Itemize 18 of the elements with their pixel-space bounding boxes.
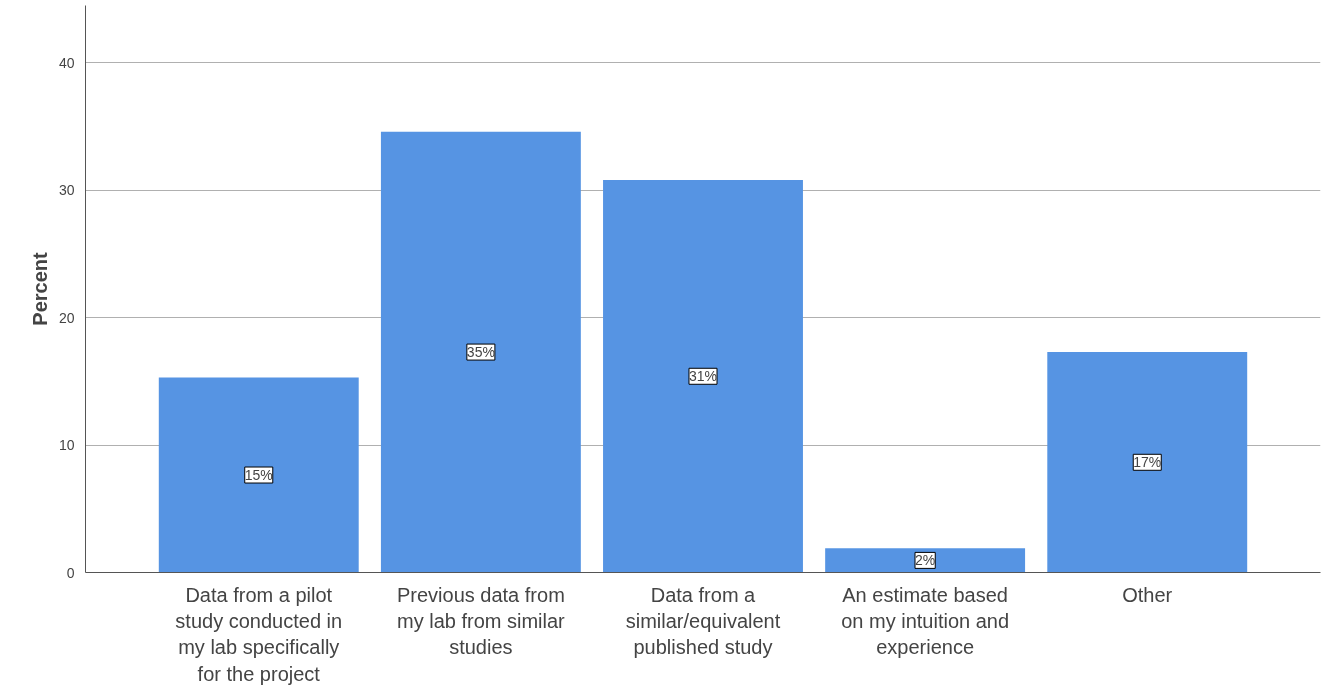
x-tick-label: An estimate based on my intuition and experience: [841, 583, 1010, 659]
y-tick-label: 20: [58, 309, 75, 326]
bar: [380, 131, 581, 573]
y-tick-label: 10: [58, 437, 75, 454]
data-label: 17%: [1133, 454, 1162, 471]
bar: [825, 548, 1026, 573]
y-tick-label: 40: [58, 54, 75, 71]
data-label: 15%: [244, 467, 273, 484]
bar: [158, 377, 359, 573]
y-tick-label: 0: [66, 564, 75, 581]
x-tick-label: Other: [1122, 583, 1173, 606]
bar: [1047, 352, 1248, 573]
y-tick-label: 30: [58, 182, 75, 199]
x-tick-label: Data from a pilot study conducted in my lab specifically for the project: [175, 583, 343, 685]
x-tick-label: Data from a similar/equivalent published study: [625, 583, 781, 659]
y-axis-title: Percent: [28, 251, 51, 326]
x-tick-label: Previous data from my lab from similar studies: [396, 583, 566, 659]
bar: [603, 180, 803, 573]
